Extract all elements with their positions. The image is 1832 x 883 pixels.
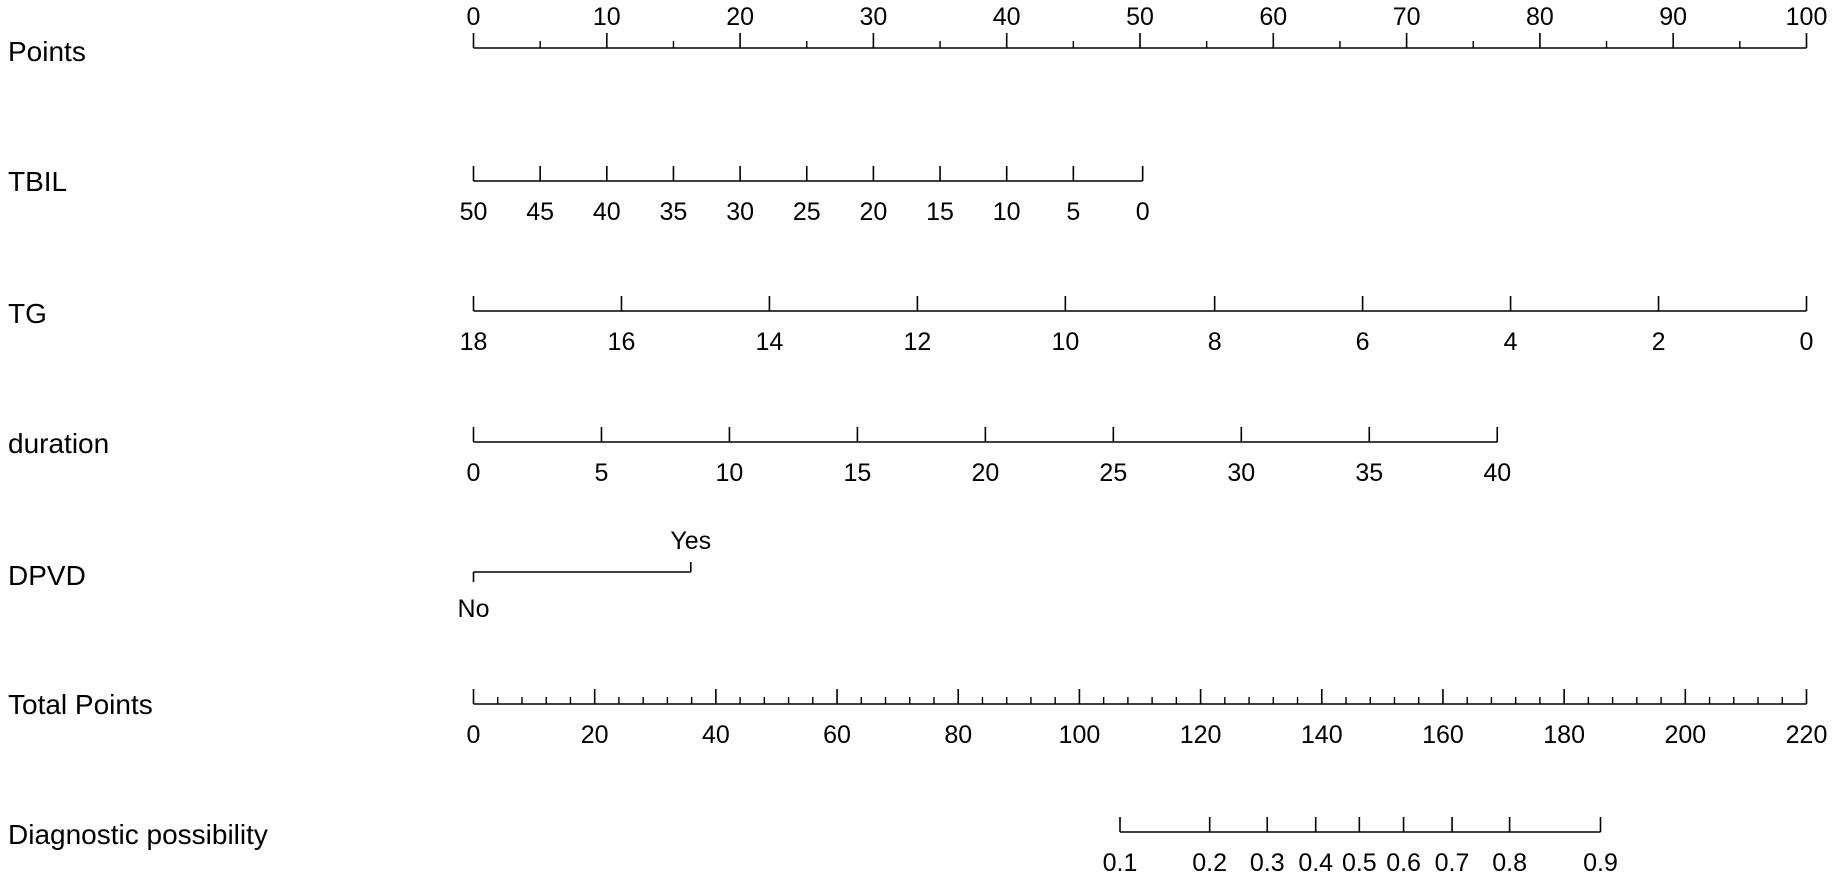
tick-label: 0.7 [1435,849,1470,877]
row-label-tbil: TBIL [8,166,67,197]
tick-label: 50 [1126,3,1154,31]
tick-label: 10 [716,459,744,487]
tick-label: 200 [1664,721,1706,749]
tick-label: 50 [460,198,488,226]
row-label-dpvd: DPVD [8,560,86,591]
tick-label: 100 [1059,721,1101,749]
row-total-points: Total Points 0 20 40 60 80 100 120 140 160 180 200 2… [8,689,1827,749]
tick-label: 0.1 [1103,849,1138,877]
tick-label: 16 [608,328,636,356]
tick-label: 40 [593,198,621,226]
tick-label: 15 [926,198,954,226]
row-dpvd: DPVD No Yes [8,527,711,623]
tick-label: 0 [467,459,481,487]
tick-label: No [458,595,490,623]
tick-label: 0 [1800,328,1814,356]
tick-label: 18 [460,328,488,356]
tick-label: 30 [726,198,754,226]
tick-label: 60 [823,721,851,749]
tick-label: 0.4 [1298,849,1333,877]
row-label-tg: TG [8,298,47,329]
tick-label: 0.3 [1250,849,1285,877]
row-tg: TG 18 16 14 12 10 8 6 4 2 0 [8,296,1813,356]
tick-label: 100 [1786,3,1828,31]
tick-label: 60 [1259,3,1287,31]
tick-label: 5 [595,459,609,487]
tick-label: 0.6 [1386,849,1421,877]
tick-label: 35 [1355,459,1383,487]
tick-label: 80 [944,721,972,749]
tick-label: 0 [467,3,481,31]
tick-label: 20 [971,459,999,487]
tick-label: 30 [1227,459,1255,487]
tick-label: 40 [702,721,730,749]
tick-label: 0 [467,721,481,749]
tick-label: 0 [1136,198,1150,226]
row-points: Points 0 10 20 30 40 50 60 70 80 90 100 [8,3,1827,67]
tick-label: 140 [1301,721,1343,749]
tick-label: 4 [1504,328,1518,356]
tick-label: 8 [1208,328,1222,356]
tick-label: 0.8 [1492,849,1527,877]
tick-label: 10 [1051,328,1079,356]
tick-label: 10 [993,198,1021,226]
tick-label: 6 [1356,328,1370,356]
tick-label: 30 [859,3,887,31]
tick-label: 25 [1099,459,1127,487]
tick-label: 40 [1483,459,1511,487]
tick-label: 90 [1659,3,1687,31]
tick-label: 12 [903,328,931,356]
tick-label: 5 [1066,198,1080,226]
tick-label: 20 [581,721,609,749]
tick-label: 15 [843,459,871,487]
row-label-duration: duration [8,428,109,459]
tick-label: 20 [859,198,887,226]
tick-label: 40 [993,3,1021,31]
tick-label: 70 [1393,3,1421,31]
tick-label: 14 [756,328,784,356]
tick-label: 80 [1526,3,1554,31]
row-duration: duration 0 5 10 15 20 25 30 35 40 [8,427,1511,487]
row-diagnostic-possibility: Diagnostic possibility 0.1 0.2 0.3 0.4 0.5 0.6… [8,817,1618,877]
tick-label: 120 [1180,721,1222,749]
tick-label: 10 [593,3,621,31]
tick-label: Yes [670,527,711,555]
row-label-total-points: Total Points [8,689,153,720]
tick-label: 35 [660,198,688,226]
tick-label: 0.2 [1192,849,1227,877]
tick-label: 160 [1422,721,1464,749]
tick-label: 20 [726,3,754,31]
tick-label: 180 [1543,721,1585,749]
row-label-diagnostic-possibility: Diagnostic possibility [8,819,268,850]
tick-label: 220 [1786,721,1828,749]
tick-label: 0.9 [1583,849,1618,877]
tick-label: 0.5 [1342,849,1377,877]
tick-label: 2 [1652,328,1666,356]
tick-label: 25 [793,198,821,226]
tick-label: 45 [526,198,554,226]
row-label-points: Points [8,36,86,67]
